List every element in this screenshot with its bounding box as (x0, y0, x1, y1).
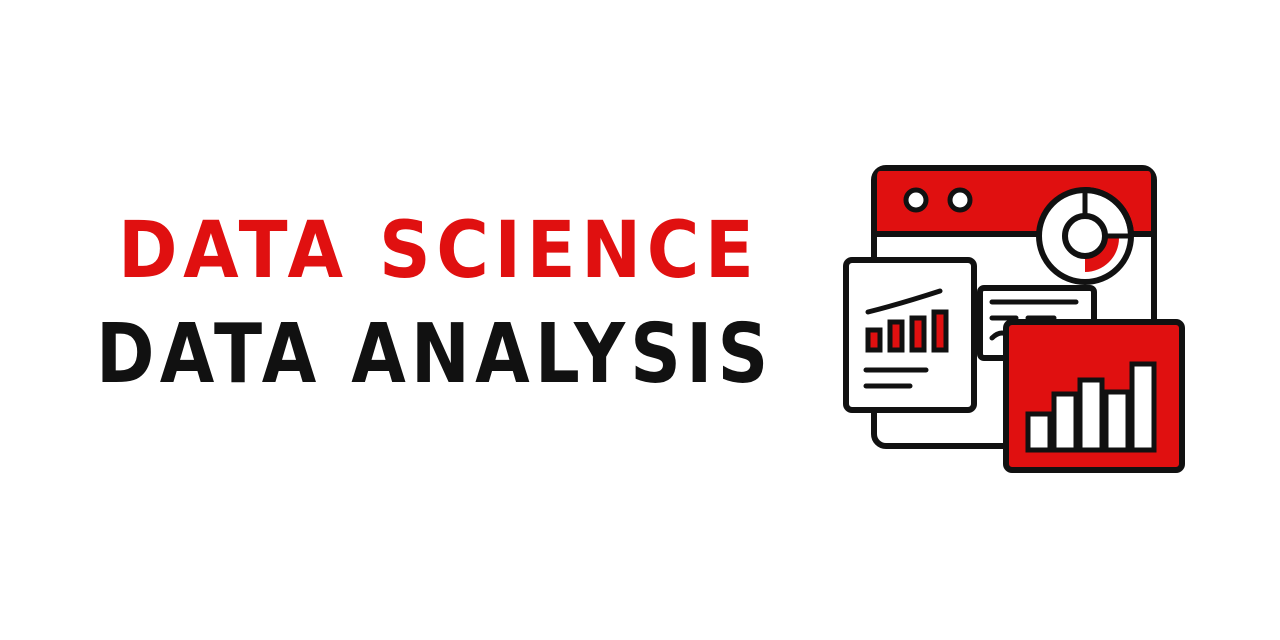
window-dot-2 (947, 187, 973, 213)
title-data-science: DATA SCIENCE (118, 206, 760, 296)
donut-chart-icon (1036, 187, 1134, 285)
dashboard-illustration-svg (843, 165, 1185, 473)
report-card-icon (843, 257, 977, 413)
data-dashboard-icon (840, 160, 1190, 480)
window-dot-1 (903, 187, 929, 213)
title-block: DATA SCIENCE DATA ANALYSIS (96, 198, 816, 418)
title-data-analysis: DATA ANALYSIS (96, 307, 774, 402)
bar-chart-card-icon (1003, 319, 1185, 473)
